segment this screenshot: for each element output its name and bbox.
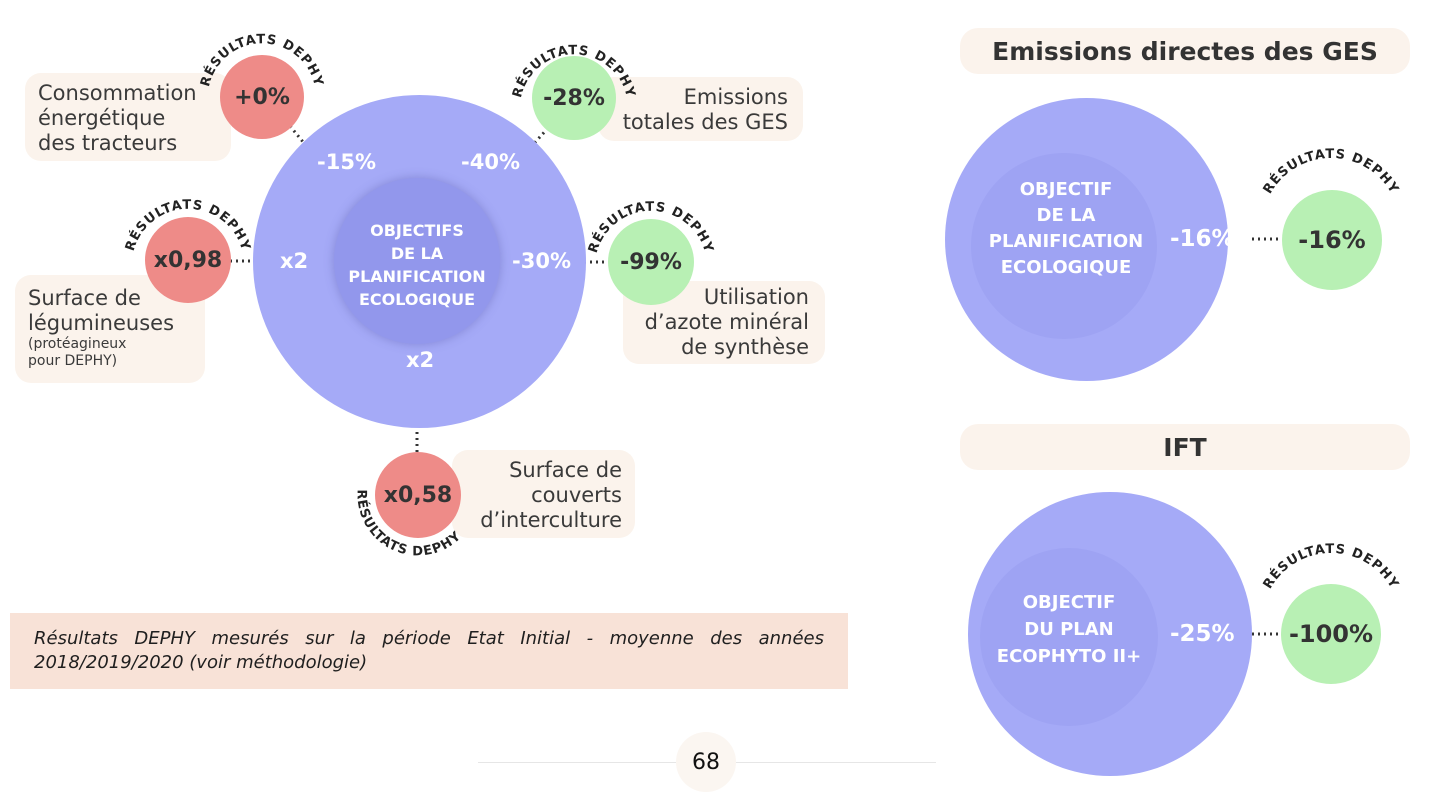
arc-label-azote: RÉSULTATS DEPHY (586, 200, 716, 255)
result-badge-legumineuses: x0,98 (145, 217, 231, 303)
arc-label-ges: RÉSULTATS DEPHY (510, 43, 638, 99)
target-azote: -30% (512, 249, 571, 273)
panel-ges-result-badge: -16% (1282, 190, 1382, 290)
panel-ift-target: -25% (1170, 621, 1235, 647)
methodology-note-text: Résultats DEPHY mesurés sur la période E… (34, 628, 824, 673)
legumineuses-label: Surface de légumineuses (protéagineux po… (28, 286, 175, 369)
panel-ift-center-text: OBJECTIF DU PLAN ECOPHYTO II+ (996, 592, 1142, 667)
page-number: 68 (676, 732, 736, 792)
ges-label: Emissions totales des GES (622, 85, 788, 134)
arc-label-tracteurs: RÉSULTATS DEPHY (198, 32, 326, 88)
arc-label-legumineuses: RÉSULTATS DEPHY (123, 198, 253, 253)
result-badge-tracteurs: +0% (220, 55, 304, 139)
result-badge-ges: -28% (532, 56, 616, 140)
objectives-inner-circle (334, 178, 500, 344)
page-line-right (736, 762, 936, 763)
target-ges: -40% (461, 150, 520, 174)
panel-ges-center-text: OBJECTIF DE LA PLANIFICATION ECOLOGIQUE (988, 179, 1144, 278)
target-interculture: x2 (406, 348, 435, 372)
tracteurs-label-box (25, 73, 231, 161)
panel-ift-inner-circle (980, 548, 1158, 726)
methodology-note: Résultats DEPHY mesurés sur la période E… (10, 613, 848, 689)
tracteurs-label: Consommation énergétique des tracteurs (38, 81, 197, 155)
panel-ges-title: Emissions directes des GES (960, 28, 1410, 74)
ges-label-box (598, 77, 803, 141)
panel-ift-title: IFT (960, 424, 1410, 470)
target-tracteurs: -15% (317, 150, 376, 174)
azote-label: Utilisation d’azote minéral de synthèse (644, 285, 809, 359)
arc-label-interculture: RÉSULTATS DEPHY (354, 489, 465, 559)
interculture-label: Surface de couverts d’interculture (480, 458, 622, 532)
result-badge-azote: -99% (608, 219, 694, 305)
result-badge-interculture: x0,58 (375, 452, 461, 538)
objectives-center-text: OBJECTIFS DE LA PLANIFICATION ECOLOGIQUE (348, 221, 486, 309)
page-line-left (478, 762, 676, 763)
panel-ges-target: -16% (1170, 226, 1235, 252)
interculture-label-box (452, 450, 635, 538)
panel-ift-result-badge: -100% (1281, 584, 1381, 684)
target-legumineuses: x2 (280, 249, 309, 273)
panel-ges-inner-circle (971, 153, 1157, 339)
